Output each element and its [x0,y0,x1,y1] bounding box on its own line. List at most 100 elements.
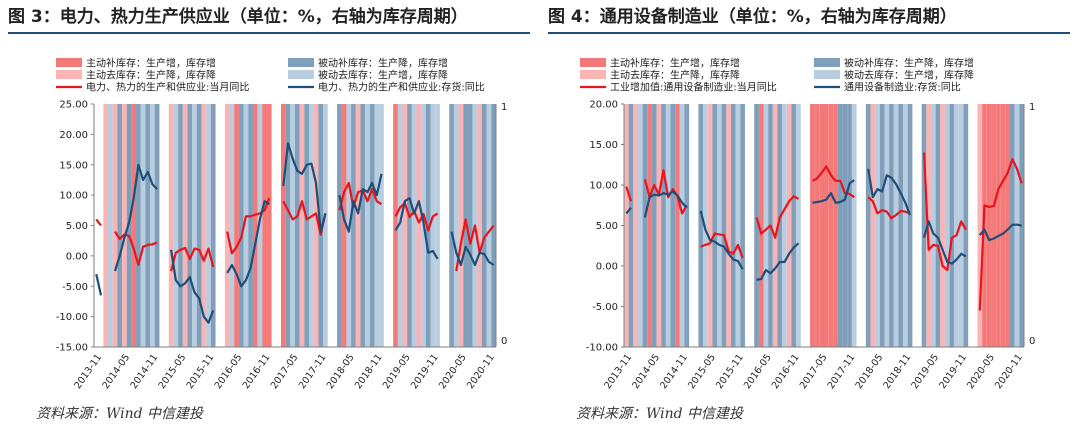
legend-item: 被动去库存：生产增，库存降 [288,69,448,82]
phase-band [847,104,852,347]
phase-band [229,104,235,347]
series-line-inventory [699,210,744,270]
legend-swatch [814,70,840,79]
phase-band [721,104,727,347]
source-note: 资料来源：Wind 中信建投 [576,406,744,422]
phase-band [430,104,436,347]
phase-band [257,104,263,347]
legend-label: 主动去库存：生产降，库存降 [86,69,216,82]
series-line-production [394,201,439,232]
phase-band [140,104,146,347]
series-line-production [867,196,911,220]
phase-band [309,104,314,347]
legend-item: 主动补库存：生产增，库存增 [580,57,740,70]
phase-band [341,104,347,347]
y2-tick-labels: 01 [1029,102,1035,347]
legend-label: 主动补库存：生产增，库存增 [86,57,216,70]
legend-label: 通用设备制造业:存货:同比 [844,81,961,94]
phase-band [168,104,174,347]
y-tick-label: -5.00 [62,282,88,293]
phase-band [397,104,403,347]
phase-band [730,104,736,347]
series-line-inventory [170,249,215,324]
y2-tick-label: 0 [1029,336,1035,347]
y-tick-label: 5.00 [596,221,618,232]
phase-band [958,104,964,347]
x-tick-labels: 2013-112014-052014-112015-052015-112016-… [602,352,1024,391]
phase-band [280,104,286,347]
phase-band [285,104,291,347]
source-note: 资料来源：Wind 中信建投 [36,406,204,422]
phase-band [782,104,787,347]
legend-swatch [288,58,314,67]
title-rule [8,32,530,34]
legend-item: 通用设备制造业:存货:同比 [814,81,961,94]
phase-band [173,104,179,347]
series-line-production [455,218,495,272]
series-line-inventory [756,242,800,281]
y2-tick-labels: 01 [501,102,507,347]
phase-band [136,104,141,347]
phase-band [842,104,848,347]
phase-band [379,104,384,347]
phase-band [679,104,685,347]
phase-band [833,104,838,347]
phase-band [628,104,634,347]
legend-label: 工业增加值:通用设备制造业:当月同比 [610,81,777,94]
phase-band [313,104,319,347]
phase-band [791,104,797,347]
series-line-inventory [922,220,967,265]
series-line-inventory [450,231,495,267]
phase-band [453,104,459,347]
phase-band [661,104,666,347]
phase-band [196,104,202,347]
legend-item: 主动去库存：生产降，库存降 [580,69,740,82]
legend-label: 被动去库存：生产增，库存降 [318,69,448,82]
y-tick-label: -15.00 [56,343,88,354]
phase-band [935,104,941,347]
phase-band [870,104,876,347]
series-line-production [643,169,688,215]
title-rule [548,32,1070,34]
phase-band [201,104,207,347]
phase-band [879,104,885,347]
phase-band [108,104,113,347]
y-tick-label: 15.00 [59,160,88,171]
phase-band [903,104,908,347]
y-tick-label: 10.00 [589,181,618,192]
phase-band [365,104,370,347]
phase-band [944,104,950,347]
series-line-inventory [643,190,688,218]
phase-band [824,104,829,347]
phase-band [206,104,211,347]
phase-band [726,104,731,347]
phase-band [210,104,216,347]
phase-band [996,104,1001,347]
phase-band [717,104,722,347]
y-tick-label: 0.00 [66,251,88,262]
phase-band [930,104,936,347]
phase-band [624,104,629,347]
series-line-inventory [113,163,158,272]
phase-band [425,104,431,347]
phase-band [290,104,295,347]
phase-band [463,104,468,347]
phase-band [243,104,249,347]
y-tick-label: -10.00 [586,343,618,354]
phase-band [670,104,676,347]
phase-band [1000,104,1006,347]
series-line-inventory [978,223,1022,242]
phase-band [954,104,959,347]
phase-band [458,104,464,347]
legend-item: 被动去库存：生产增，库存降 [814,69,974,82]
phase-band [633,104,638,347]
y2-tick-label: 1 [501,102,507,113]
phase-band [481,104,487,347]
phase-band [416,104,422,347]
phase-band [234,104,239,347]
phase-band [698,104,704,347]
legend-label: 电力、热力的生产和供应业:当月同比 [86,81,249,94]
y2-tick-label: 0 [501,336,507,347]
phase-band [1005,104,1011,347]
